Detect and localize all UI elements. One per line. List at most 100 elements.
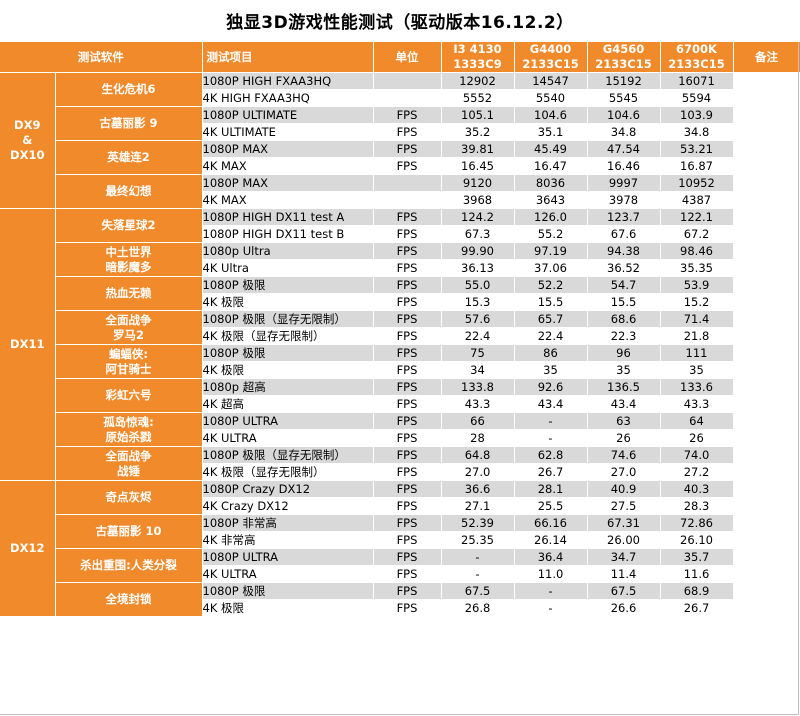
- unit-cell: FPS: [373, 276, 442, 294]
- unit-cell: [373, 191, 442, 209]
- unit-cell: FPS: [373, 157, 442, 175]
- note-cell: [733, 242, 800, 260]
- score-cell: 14547: [514, 72, 588, 90]
- note-cell: [733, 123, 800, 141]
- score-cell: 103.9: [660, 106, 734, 124]
- score-cell: 40.3: [660, 480, 734, 498]
- page-title: 独显3D游戏性能测试（驱动版本16.12.2）: [226, 13, 574, 33]
- score-cell: 28: [441, 429, 515, 447]
- game-name-cell: 失落星球2: [55, 208, 203, 243]
- score-cell: -: [441, 548, 515, 566]
- score-cell: -: [514, 412, 588, 430]
- game-name-cell: 全面战争 战锤: [55, 446, 203, 481]
- score-cell: 105.1: [441, 106, 515, 124]
- note-cell: [733, 174, 800, 192]
- test-item-cell: 1080P HIGH DX11 test B: [202, 225, 374, 243]
- note-cell: [733, 497, 800, 515]
- score-cell: 39.81: [441, 140, 515, 158]
- unit-cell: FPS: [373, 106, 442, 124]
- score-cell: 35: [514, 361, 588, 379]
- score-cell: 64.8: [441, 446, 515, 464]
- score-cell: -: [441, 565, 515, 583]
- test-item-cell: 4K 非常高: [202, 531, 374, 549]
- note-cell: [733, 378, 800, 396]
- table-row: 古墓丽影 10 1080P 非常高 FPS 52.39 66.16 67.31 72.86: [0, 514, 800, 549]
- game-name-cell: 全面战争 罗马2: [55, 310, 203, 345]
- note-cell: [733, 344, 800, 362]
- score-cell: 35.2: [441, 123, 515, 141]
- table-row: 最终幻想 1080P MAX 9120 8036 9997 10952: [0, 174, 800, 209]
- unit-cell: FPS: [373, 565, 442, 583]
- score-cell: 35.1: [514, 123, 588, 141]
- score-cell: 65.7: [514, 310, 588, 328]
- score-cell: 22.4: [514, 327, 588, 345]
- score-cell: -: [514, 582, 588, 600]
- score-cell: 11.0: [514, 565, 588, 583]
- score-cell: 67.6: [587, 225, 661, 243]
- note-cell: [733, 531, 800, 549]
- dx-version-cell: DX11: [0, 208, 56, 481]
- note-cell: [733, 72, 800, 90]
- note-cell: [733, 89, 800, 107]
- test-item-cell: 1080P 非常高: [202, 514, 374, 532]
- score-cell: 71.4: [660, 310, 734, 328]
- note-cell: [733, 565, 800, 583]
- score-cell: 98.46: [660, 242, 734, 260]
- table-row: 1080P HIGH DX11 test B FPS 67.3 55.2 67.6 67.…: [0, 225, 800, 243]
- score-cell: 36.13: [441, 259, 515, 277]
- header-row: 测试软件 测试项目 单位 I3 4130 1333C9 G4400 2133C15 …: [0, 42, 800, 73]
- score-cell: 21.8: [660, 327, 734, 345]
- note-cell: [733, 157, 800, 175]
- note-cell: [733, 463, 800, 481]
- score-cell: 75: [441, 344, 515, 362]
- unit-cell: FPS: [373, 429, 442, 447]
- score-cell: 15.5: [514, 293, 588, 311]
- score-cell: 64: [660, 412, 734, 430]
- table-row: 4K Crazy DX12 FPS 27.1 25.5 27.5 28.3: [0, 497, 800, 515]
- note-cell: [733, 480, 800, 498]
- score-cell: 8036: [514, 174, 588, 192]
- game-name-cell: 古墓丽影 9: [55, 106, 203, 141]
- score-cell: 26.00: [587, 531, 661, 549]
- note-cell: [733, 599, 800, 617]
- table-row: 4K 非常高 FPS 25.35 26.14 26.00 26.10: [0, 531, 800, 549]
- score-cell: 52.2: [514, 276, 588, 294]
- table-row: DX11 失落星球2 1080P HIGH DX11 test A FPS 124.2 1…: [0, 208, 800, 481]
- header-cpu1-mem: 1333C9: [453, 57, 502, 71]
- header-cpu1-name: I3 4130: [453, 42, 502, 56]
- header-cpu4: 6700K 2133C15: [660, 42, 734, 73]
- score-cell: 67.5: [441, 582, 515, 600]
- score-cell: 43.4: [514, 395, 588, 413]
- score-cell: 22.3: [587, 327, 661, 345]
- score-cell: 5552: [441, 89, 515, 107]
- score-cell: 122.1: [660, 208, 734, 226]
- score-cell: 9120: [441, 174, 515, 192]
- test-item-cell: 1080P ULTRA: [202, 412, 374, 430]
- note-cell: [733, 412, 800, 430]
- test-item-cell: 1080P ULTRA: [202, 548, 374, 566]
- test-item-cell: 4K HIGH FXAA3HQ: [202, 89, 374, 107]
- dx-version-cell: DX12: [0, 480, 56, 617]
- header-cpu2-name: G4400: [529, 42, 572, 56]
- unit-cell: FPS: [373, 208, 442, 226]
- score-cell: 34.8: [587, 123, 661, 141]
- score-cell: -: [514, 599, 588, 617]
- unit-cell: FPS: [373, 378, 442, 396]
- score-cell: 26.7: [660, 599, 734, 617]
- table-row: 4K Ultra FPS 36.13 37.06 36.52 35.35: [0, 259, 800, 277]
- score-cell: 3978: [587, 191, 661, 209]
- score-cell: 3643: [514, 191, 588, 209]
- score-cell: 11.4: [587, 565, 661, 583]
- test-item-cell: 4K 超高: [202, 395, 374, 413]
- benchmark-table: 测试软件 测试项目 单位 I3 4130 1333C9 G4400 2133C15 …: [0, 42, 800, 617]
- score-cell: 96: [587, 344, 661, 362]
- note-cell: [733, 361, 800, 379]
- unit-cell: FPS: [373, 123, 442, 141]
- table-row: 4K 极限（显存无限制） FPS 27.0 26.7 27.0 27.2: [0, 463, 800, 481]
- score-cell: 28.1: [514, 480, 588, 498]
- test-item-cell: 4K Ultra: [202, 259, 374, 277]
- note-cell: [733, 395, 800, 413]
- game-name-cell: 古墓丽影 10: [55, 514, 203, 549]
- score-cell: 11.6: [660, 565, 734, 583]
- score-cell: 34.8: [660, 123, 734, 141]
